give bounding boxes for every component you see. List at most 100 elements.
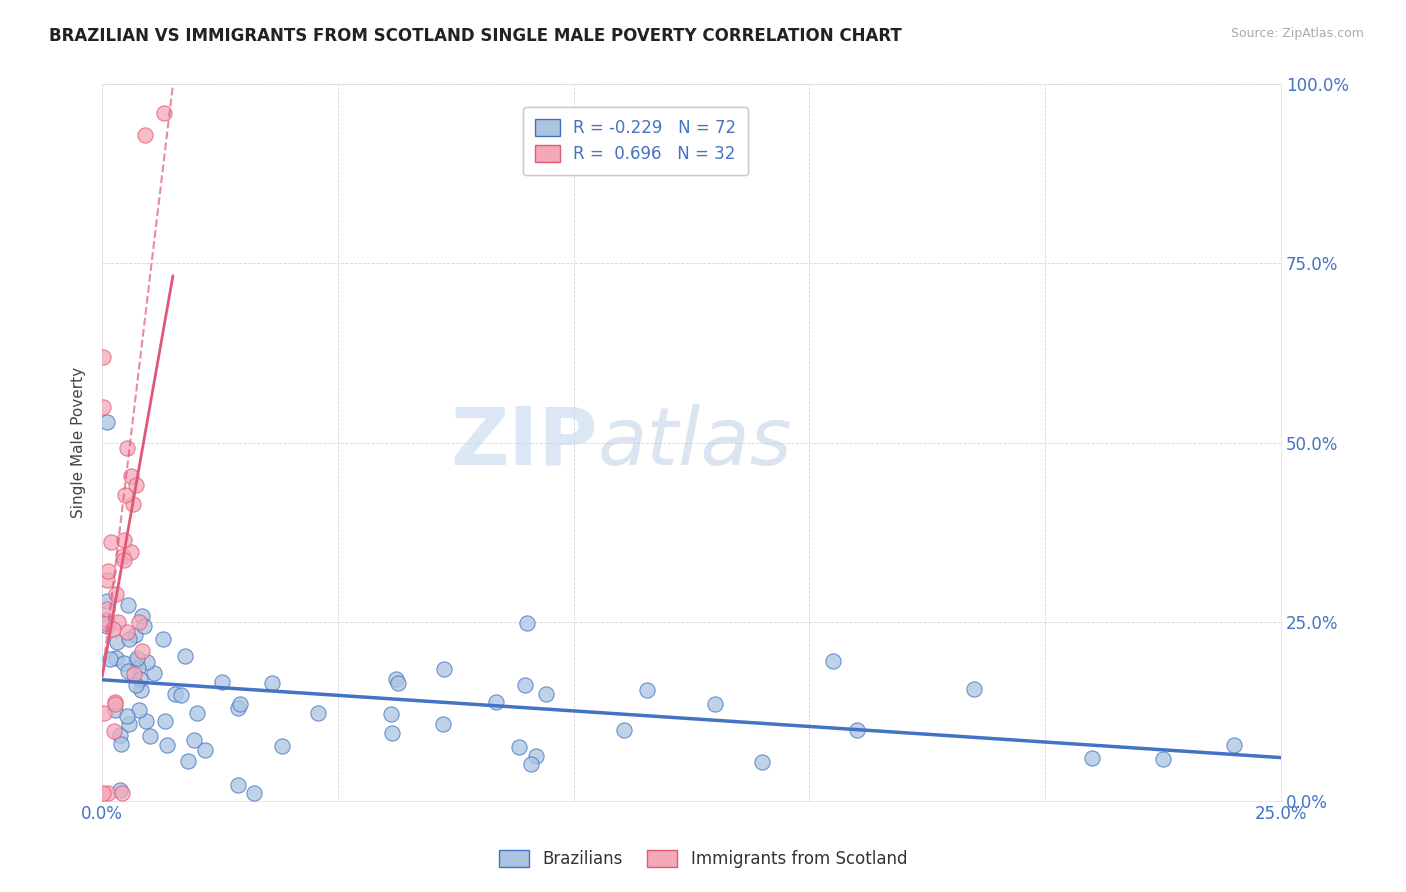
Point bbox=[104, 703, 127, 717]
Point bbox=[821, 654, 844, 668]
Point bbox=[260, 676, 283, 690]
Point bbox=[124, 628, 146, 642]
Point bbox=[307, 706, 329, 720]
Point bbox=[380, 707, 402, 722]
Point bbox=[117, 632, 139, 647]
Point bbox=[117, 441, 139, 455]
Point bbox=[120, 545, 142, 559]
Point bbox=[117, 598, 139, 612]
Legend: R = -0.229   N = 72, R =  0.696   N = 32: R = -0.229 N = 72, R = 0.696 N = 32 bbox=[523, 107, 748, 175]
Point bbox=[91, 787, 114, 801]
Point bbox=[1081, 750, 1104, 764]
Point bbox=[186, 706, 208, 721]
Point bbox=[112, 553, 135, 567]
Point bbox=[143, 666, 166, 681]
Point bbox=[534, 687, 557, 701]
Point bbox=[845, 723, 868, 737]
Point bbox=[163, 687, 186, 701]
Point bbox=[112, 549, 135, 563]
Point bbox=[226, 779, 249, 793]
Point bbox=[387, 676, 409, 690]
Point bbox=[524, 749, 547, 764]
Point bbox=[381, 725, 404, 739]
Point bbox=[636, 682, 658, 697]
Point bbox=[96, 416, 118, 430]
Y-axis label: Single Male Poverty: Single Male Poverty bbox=[72, 367, 86, 518]
Point bbox=[94, 616, 117, 631]
Point bbox=[125, 478, 148, 492]
Point bbox=[103, 622, 125, 636]
Text: Source: ZipAtlas.com: Source: ZipAtlas.com bbox=[1230, 27, 1364, 40]
Point bbox=[520, 757, 543, 772]
Point bbox=[96, 594, 118, 608]
Point bbox=[96, 614, 118, 628]
Point bbox=[229, 697, 252, 711]
Point bbox=[110, 782, 132, 797]
Point bbox=[112, 533, 135, 548]
Point bbox=[432, 716, 454, 731]
Point bbox=[98, 652, 121, 666]
Point bbox=[242, 787, 264, 801]
Point bbox=[211, 675, 233, 690]
Point bbox=[513, 678, 536, 692]
Point bbox=[704, 697, 727, 711]
Point bbox=[508, 740, 530, 755]
Point bbox=[97, 787, 120, 801]
Point bbox=[115, 709, 138, 723]
Point bbox=[104, 697, 127, 711]
Point bbox=[121, 497, 143, 511]
Point bbox=[104, 650, 127, 665]
Point bbox=[110, 737, 132, 751]
Point bbox=[128, 615, 150, 630]
Point bbox=[433, 662, 456, 676]
Point bbox=[93, 706, 115, 720]
Point bbox=[96, 618, 118, 632]
Point bbox=[125, 654, 148, 668]
Point bbox=[136, 655, 159, 669]
Point bbox=[122, 666, 145, 681]
Point bbox=[516, 616, 538, 631]
Point bbox=[131, 643, 153, 657]
Point bbox=[131, 682, 153, 697]
Point bbox=[108, 728, 131, 742]
Point bbox=[111, 787, 134, 801]
Point bbox=[152, 106, 174, 120]
Point bbox=[91, 400, 114, 414]
Point bbox=[105, 635, 128, 649]
Point bbox=[107, 615, 129, 630]
Point bbox=[751, 755, 773, 769]
Point bbox=[104, 587, 127, 601]
Legend: Brazilians, Immigrants from Scotland: Brazilians, Immigrants from Scotland bbox=[492, 843, 914, 875]
Text: BRAZILIAN VS IMMIGRANTS FROM SCOTLAND SINGLE MALE POVERTY CORRELATION CHART: BRAZILIAN VS IMMIGRANTS FROM SCOTLAND SI… bbox=[49, 27, 903, 45]
Point bbox=[1223, 739, 1246, 753]
Point bbox=[170, 688, 193, 702]
Point bbox=[96, 602, 118, 616]
Text: ZIP: ZIP bbox=[450, 403, 598, 482]
Point bbox=[270, 739, 292, 754]
Point bbox=[613, 723, 636, 737]
Point bbox=[153, 714, 176, 728]
Point bbox=[139, 729, 162, 743]
Point bbox=[127, 661, 149, 675]
Point bbox=[384, 672, 406, 686]
Point bbox=[134, 619, 156, 633]
Point bbox=[114, 488, 136, 502]
Point bbox=[104, 695, 127, 709]
Point bbox=[174, 648, 197, 663]
Point bbox=[131, 609, 153, 624]
Point bbox=[91, 350, 114, 364]
Point bbox=[135, 714, 157, 728]
Point bbox=[115, 624, 138, 639]
Point bbox=[134, 128, 156, 142]
Point bbox=[118, 717, 141, 731]
Text: atlas: atlas bbox=[598, 403, 792, 482]
Point bbox=[125, 650, 148, 665]
Point bbox=[1152, 752, 1174, 766]
Point bbox=[100, 535, 122, 549]
Point bbox=[129, 672, 152, 686]
Point bbox=[125, 678, 148, 692]
Point bbox=[183, 732, 205, 747]
Point bbox=[96, 573, 118, 587]
Point bbox=[103, 724, 125, 739]
Point bbox=[152, 632, 174, 647]
